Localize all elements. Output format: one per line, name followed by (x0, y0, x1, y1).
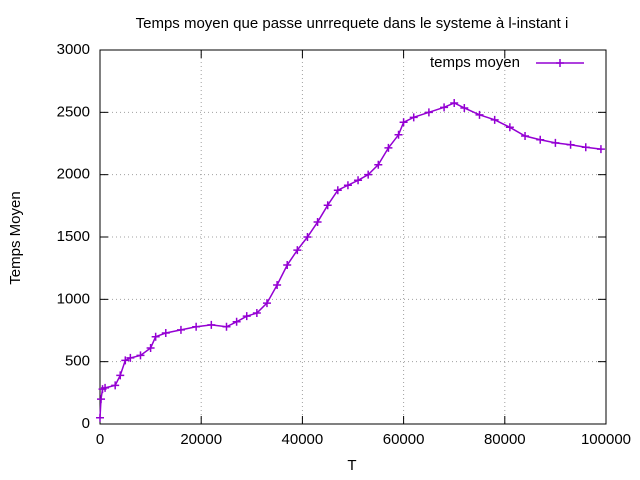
y-tick-label: 1500 (57, 228, 90, 245)
point (323, 201, 332, 210)
point (490, 115, 499, 124)
point (450, 98, 459, 107)
chart-title: Temps moyen que passe unrrequete dans le… (136, 15, 569, 32)
point (460, 103, 469, 112)
point (176, 325, 185, 334)
point (596, 145, 605, 154)
x-tick-label: 100000 (581, 431, 631, 448)
x-tick-label: 20000 (180, 431, 222, 448)
point (146, 343, 155, 352)
point (232, 317, 241, 326)
point (399, 118, 408, 127)
point (475, 110, 484, 119)
plot-border (99, 49, 607, 425)
point (521, 132, 530, 141)
point (96, 413, 104, 422)
point (343, 181, 352, 190)
point (242, 312, 251, 321)
y-tick-label: 2500 (57, 103, 90, 120)
point (384, 143, 393, 152)
x-tick-label: 40000 (282, 431, 324, 448)
legend-label: temps moyen (430, 54, 520, 71)
x-tick-label: 80000 (484, 431, 526, 448)
point (354, 176, 363, 185)
point (364, 170, 373, 179)
y-axis-label: Temps Moyen (7, 191, 24, 284)
point (97, 395, 106, 404)
point (192, 322, 201, 331)
point (151, 332, 160, 341)
x-axis-label: T (347, 457, 356, 474)
x-tick-label: 0 (96, 431, 104, 448)
point (111, 381, 120, 390)
point (121, 356, 130, 365)
x-tick-label: 60000 (383, 431, 425, 448)
point (252, 309, 261, 318)
y-tick-label: 1000 (57, 290, 90, 307)
point (566, 140, 575, 149)
point (440, 103, 449, 112)
point (101, 383, 110, 392)
point (136, 351, 145, 360)
point (394, 130, 403, 139)
point (303, 233, 312, 241)
point (283, 261, 292, 270)
point (126, 353, 135, 362)
point (424, 108, 433, 117)
point (293, 246, 302, 255)
point (374, 160, 383, 169)
point (273, 280, 282, 289)
point (161, 328, 170, 337)
y-tick-label: 500 (65, 353, 90, 370)
y-tick-label: 3000 (57, 41, 90, 58)
point (551, 138, 560, 147)
point (409, 113, 418, 122)
point (222, 322, 231, 331)
line (99, 102, 602, 418)
point (505, 123, 514, 132)
point (116, 371, 125, 380)
point (333, 186, 342, 195)
point (313, 218, 322, 227)
y-tick-label: 2000 (57, 166, 90, 183)
y-tick-label: 0 (82, 415, 90, 432)
point (262, 299, 271, 308)
point (207, 320, 216, 329)
legend-marker (556, 59, 564, 67)
point (536, 135, 545, 144)
point (581, 143, 590, 152)
